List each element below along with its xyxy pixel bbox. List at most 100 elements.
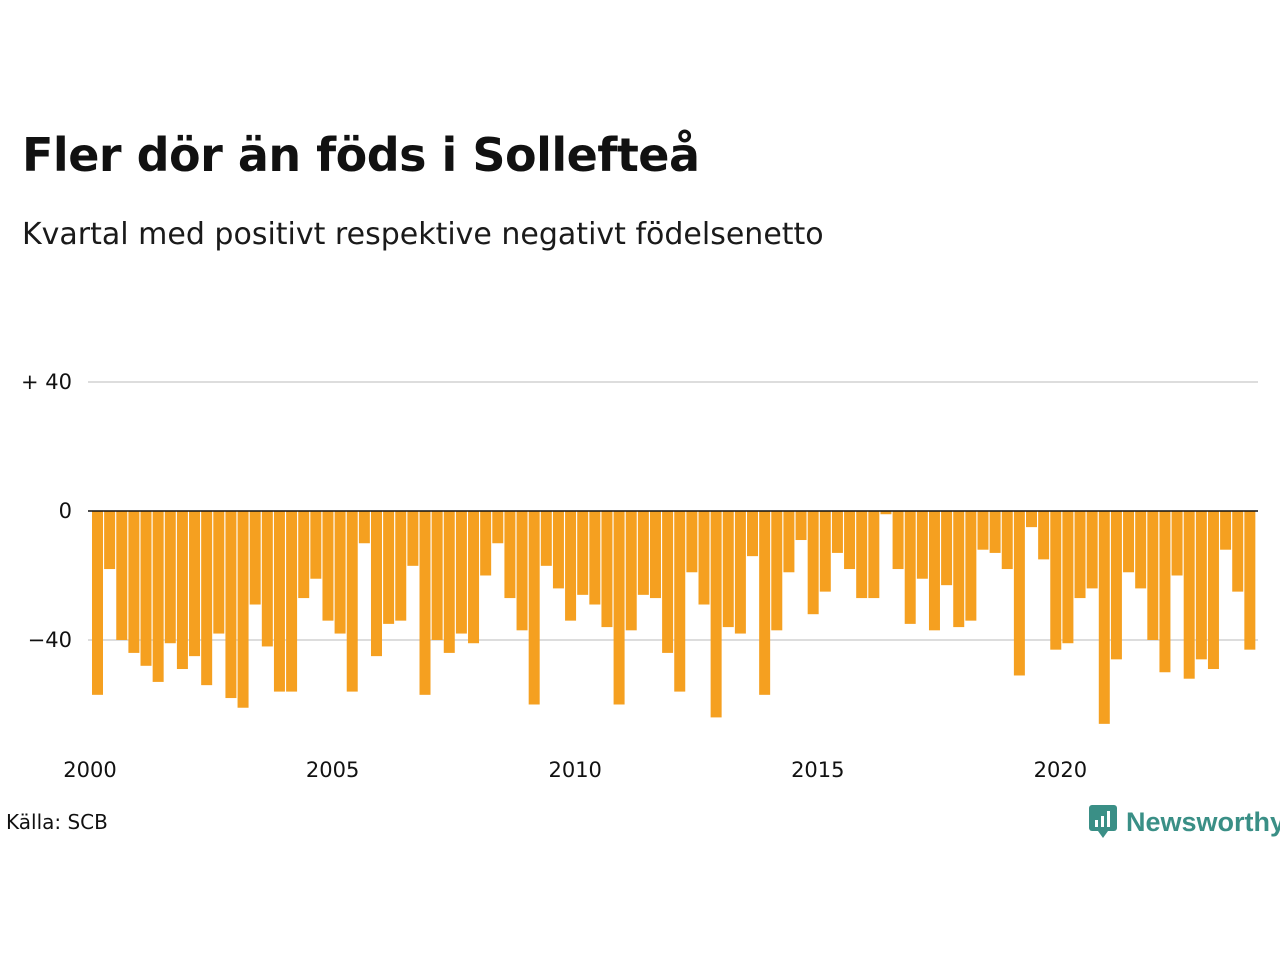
bar bbox=[201, 511, 213, 686]
y-tick-label: + 40 bbox=[21, 370, 72, 394]
bar bbox=[759, 511, 771, 695]
bar bbox=[589, 511, 601, 605]
newsworthy-logo-icon bbox=[1089, 805, 1117, 838]
bar bbox=[1086, 511, 1098, 589]
bar bbox=[662, 511, 674, 653]
bar bbox=[637, 511, 649, 595]
source-note: Källa: SCB bbox=[6, 810, 108, 834]
bar bbox=[516, 511, 528, 631]
bar bbox=[734, 511, 746, 634]
x-tick-label: 2000 bbox=[63, 758, 116, 782]
bar bbox=[128, 511, 140, 653]
bar bbox=[831, 511, 843, 553]
bar bbox=[1159, 511, 1171, 673]
bar bbox=[577, 511, 589, 595]
bar bbox=[116, 511, 128, 640]
bar bbox=[1147, 511, 1159, 640]
bar bbox=[916, 511, 928, 579]
bar bbox=[674, 511, 686, 692]
bar bbox=[249, 511, 261, 605]
x-tick-label: 2015 bbox=[791, 758, 844, 782]
bar bbox=[298, 511, 310, 599]
bar bbox=[1220, 511, 1232, 550]
bar bbox=[1038, 511, 1050, 560]
bar bbox=[613, 511, 625, 705]
bar bbox=[1062, 511, 1074, 644]
bar bbox=[346, 511, 358, 692]
bar bbox=[213, 511, 225, 634]
bar bbox=[625, 511, 637, 631]
bar bbox=[1110, 511, 1122, 660]
bar bbox=[1074, 511, 1086, 599]
bar bbox=[492, 511, 504, 544]
bar bbox=[334, 511, 346, 634]
bar bbox=[480, 511, 492, 576]
bar bbox=[965, 511, 977, 621]
bar bbox=[1244, 511, 1256, 650]
bar bbox=[273, 511, 285, 692]
bar bbox=[407, 511, 419, 566]
bar bbox=[649, 511, 661, 599]
brand-logo[interactable]: Newsworthy bbox=[1088, 804, 1280, 840]
bar bbox=[1013, 511, 1025, 676]
bar bbox=[528, 511, 540, 705]
bar bbox=[686, 511, 698, 573]
bar bbox=[928, 511, 940, 631]
bar bbox=[892, 511, 904, 570]
bar bbox=[1195, 511, 1207, 660]
y-tick-label: −40 bbox=[28, 628, 72, 652]
x-tick-label: 2020 bbox=[1034, 758, 1087, 782]
bar bbox=[1135, 511, 1147, 589]
x-tick-label: 2010 bbox=[548, 758, 601, 782]
bar bbox=[1098, 511, 1110, 724]
bar bbox=[431, 511, 443, 640]
bar bbox=[819, 511, 831, 592]
bar bbox=[104, 511, 116, 570]
bar bbox=[468, 511, 480, 644]
bar bbox=[698, 511, 710, 605]
bar bbox=[286, 511, 298, 692]
bar bbox=[395, 511, 407, 621]
bar bbox=[747, 511, 759, 557]
bar bbox=[383, 511, 395, 624]
bar bbox=[771, 511, 783, 631]
bar bbox=[601, 511, 613, 628]
bar bbox=[1001, 511, 1013, 570]
bar bbox=[189, 511, 201, 657]
bar bbox=[443, 511, 455, 653]
bar bbox=[795, 511, 807, 541]
bar bbox=[322, 511, 334, 621]
bar bbox=[989, 511, 1001, 553]
bar bbox=[1123, 511, 1135, 573]
bar bbox=[1183, 511, 1195, 679]
bar bbox=[261, 511, 273, 647]
bar bbox=[1171, 511, 1183, 576]
chart-subtitle: Kvartal med positivt respektive negativt… bbox=[22, 217, 824, 252]
bar bbox=[152, 511, 164, 682]
bar bbox=[419, 511, 431, 695]
bar bbox=[176, 511, 188, 670]
bar bbox=[868, 511, 880, 599]
bar bbox=[310, 511, 322, 579]
bar bbox=[783, 511, 795, 573]
bar bbox=[941, 511, 953, 586]
bar bbox=[455, 511, 467, 634]
bar bbox=[856, 511, 868, 599]
bar bbox=[904, 511, 916, 624]
bar bbox=[370, 511, 382, 657]
bar bbox=[565, 511, 577, 621]
y-tick-label: 0 bbox=[59, 499, 72, 523]
bar bbox=[1207, 511, 1219, 670]
bar bbox=[880, 511, 892, 515]
bar bbox=[237, 511, 249, 708]
bar bbox=[504, 511, 516, 599]
bar bbox=[710, 511, 722, 718]
bar bbox=[844, 511, 856, 570]
bar bbox=[722, 511, 734, 628]
bar bbox=[164, 511, 176, 644]
bar bbox=[1026, 511, 1038, 528]
x-tick-label: 2005 bbox=[306, 758, 359, 782]
bar bbox=[807, 511, 819, 615]
brand-name: Newsworthy bbox=[1126, 806, 1280, 837]
